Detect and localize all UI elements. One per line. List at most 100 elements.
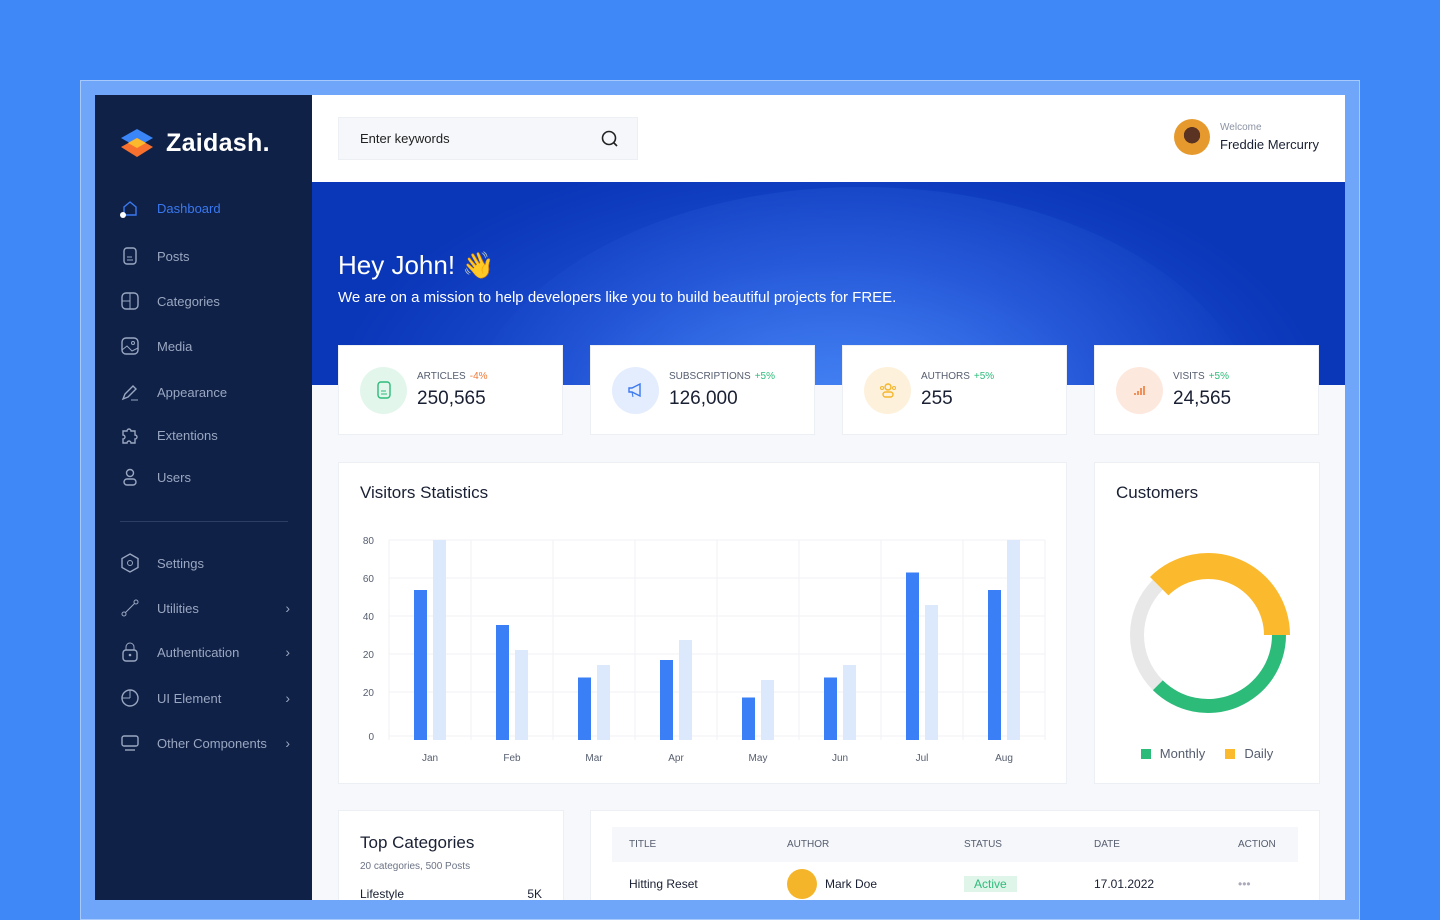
x-tick-label: Aug xyxy=(995,753,1013,764)
sidebar-item-posts[interactable]: Posts xyxy=(120,246,290,266)
sidebar-item-media[interactable]: Media xyxy=(120,336,290,356)
bar-jul-series-2[interactable] xyxy=(925,605,938,740)
bar-jan-series-2[interactable] xyxy=(433,540,446,740)
document-icon xyxy=(360,366,407,414)
bar-jun-series-1[interactable] xyxy=(824,677,837,741)
legend-daily[interactable]: Daily xyxy=(1225,746,1273,761)
bar-aug-series-2[interactable] xyxy=(1007,540,1020,740)
user-icon xyxy=(120,467,140,487)
puzzle-icon xyxy=(120,425,140,445)
connection-icon xyxy=(120,598,140,618)
x-tick-label: Feb xyxy=(503,753,521,764)
posts-table-card: TITLE AUTHOR STATUS DATE ACTION Hitting … xyxy=(590,810,1320,900)
bar-jan-series-1[interactable] xyxy=(414,590,427,740)
chart-icon xyxy=(1116,366,1163,414)
users-icon xyxy=(864,366,911,414)
lock-icon xyxy=(120,642,140,662)
sidebar-item-authentication[interactable]: Authentication › xyxy=(120,642,290,662)
donut-slice-other[interactable] xyxy=(1130,579,1163,691)
sidebar-item-users[interactable]: Users xyxy=(120,467,290,487)
pen-icon xyxy=(120,382,140,402)
bar-may-series-2[interactable] xyxy=(761,680,774,740)
sidebar-item-categories[interactable]: Categories xyxy=(120,291,290,311)
x-tick-label: Mar xyxy=(585,753,603,764)
x-tick-label: Jan xyxy=(422,753,438,764)
bar-apr-series-2[interactable] xyxy=(679,640,692,740)
visitors-statistics-card: Visitors Statistics 80 60 40 20 20 0 Jan Feb Mar… xyxy=(338,462,1067,784)
sidebar-item-ui-element[interactable]: UI Element › xyxy=(120,688,290,708)
pie-icon xyxy=(120,688,140,708)
bar-mar-series-1[interactable] xyxy=(578,677,591,741)
customers-donut-chart xyxy=(1130,553,1290,713)
table-header: TITLE AUTHOR STATUS DATE ACTION xyxy=(612,827,1298,862)
document-icon xyxy=(120,246,140,266)
x-tick-label: Jul xyxy=(916,753,929,764)
x-tick-label: Apr xyxy=(668,753,684,764)
stat-card-subscriptions[interactable]: SUBSCRIPTIONS +5% 126,000 xyxy=(590,345,815,435)
more-actions-button[interactable]: ••• xyxy=(1238,877,1251,891)
sidebar-item-utilities[interactable]: Utilities › xyxy=(120,598,290,618)
sidebar-item-extentions[interactable]: Extentions xyxy=(120,425,290,445)
bar-feb-series-2[interactable] xyxy=(515,650,528,740)
customers-card: Customers Monthly Daily xyxy=(1094,462,1320,784)
visitors-bar-chart: 80 60 40 20 20 0 Jan Feb Mar Apr May Jun Jul Aug xyxy=(363,536,1046,764)
stat-card-visits[interactable]: VISITS +5% 24,565 xyxy=(1094,345,1319,435)
sidebar-item-other-components[interactable]: Other Components › xyxy=(120,733,290,753)
author-avatar xyxy=(787,869,817,899)
bar-aug-series-1[interactable] xyxy=(988,590,1001,740)
bar-jun-series-2[interactable] xyxy=(843,665,856,740)
app: Zaidash. Dashboard Posts Categories Media Ap… xyxy=(95,95,1345,900)
megaphone-icon xyxy=(612,366,659,414)
donut-slice-monthly[interactable] xyxy=(1152,635,1286,713)
logo-icon xyxy=(121,129,153,157)
chevron-right-icon: › xyxy=(285,644,290,660)
stat-card-authors[interactable]: AUTHORS +5% 255 xyxy=(842,345,1067,435)
search-box xyxy=(338,117,638,160)
sidebar-item-appearance[interactable]: Appearance xyxy=(120,382,290,402)
settings-icon xyxy=(120,553,140,573)
y-tick-label: 20 xyxy=(363,650,375,661)
bar-may-series-1[interactable] xyxy=(742,697,755,741)
greeting: Hey John! 👋 xyxy=(338,250,495,280)
stat-card-articles[interactable]: ARTICLES -4% 250,565 xyxy=(338,345,563,435)
sidebar-divider xyxy=(120,521,288,522)
bar-mar-series-2[interactable] xyxy=(597,665,610,740)
y-tick-label: 20 xyxy=(363,688,375,699)
monitor-icon xyxy=(120,733,140,753)
bar-jul-series-1[interactable] xyxy=(906,572,919,741)
search-icon[interactable] xyxy=(601,130,619,148)
chevron-right-icon: › xyxy=(285,600,290,616)
search-input[interactable] xyxy=(360,131,601,146)
chart-legend: Monthly Daily xyxy=(1095,746,1319,761)
category-item[interactable]: Lifestyle 5K xyxy=(360,887,542,900)
y-tick-label: 60 xyxy=(363,574,375,585)
chevron-right-icon: › xyxy=(285,735,290,751)
logo[interactable]: Zaidash. xyxy=(120,127,270,159)
y-tick-label: 40 xyxy=(363,612,375,623)
image-icon xyxy=(120,336,140,356)
bar-feb-series-1[interactable] xyxy=(496,625,509,740)
post-title: Hitting Reset xyxy=(629,877,698,891)
donut-slice-daily[interactable] xyxy=(1150,553,1290,635)
banner-message: We are on a mission to help developers l… xyxy=(338,289,897,306)
sidebar: Zaidash. Dashboard Posts Categories Media Ap… xyxy=(95,95,312,900)
x-tick-label: May xyxy=(749,753,768,764)
sidebar-item-settings[interactable]: Settings xyxy=(120,553,290,573)
sidebar-item-dashboard[interactable]: Dashboard xyxy=(120,198,290,218)
table-row[interactable]: Hitting Reset Mark Doe Active 17.01.2022… xyxy=(612,869,1298,899)
post-author: Mark Doe xyxy=(825,877,878,891)
top-header: Welcome Freddie Mercurry xyxy=(312,95,1345,182)
layout-icon xyxy=(120,291,140,311)
home-icon xyxy=(120,198,140,218)
bar-apr-series-1[interactable] xyxy=(660,660,673,740)
top-categories-card: Top Categories 20 categories, 500 Posts … xyxy=(338,810,564,900)
y-tick-label: 80 xyxy=(363,536,375,547)
user-menu[interactable]: Welcome Freddie Mercurry xyxy=(1174,119,1319,155)
x-tick-label: Jun xyxy=(832,753,848,764)
avatar xyxy=(1174,119,1211,155)
legend-monthly[interactable]: Monthly xyxy=(1140,746,1205,761)
y-tick-label: 0 xyxy=(368,732,374,743)
post-date: 17.01.2022 xyxy=(1094,877,1155,891)
status-badge: Active xyxy=(964,876,1017,892)
chevron-right-icon: › xyxy=(285,690,290,706)
